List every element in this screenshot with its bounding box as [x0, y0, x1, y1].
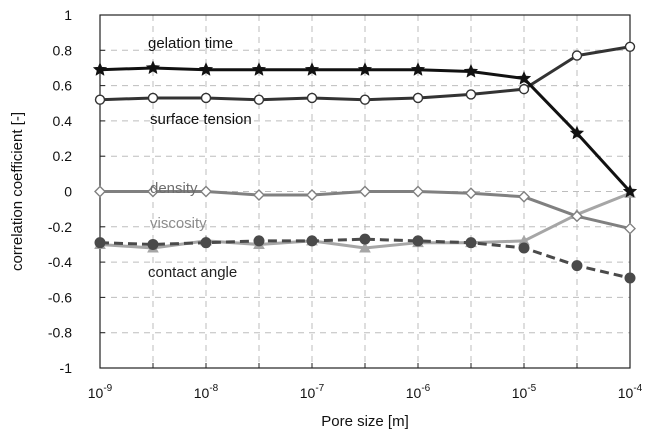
- x-axis-title: Pore size [m]: [321, 413, 409, 430]
- contact-angle-point: [94, 237, 106, 249]
- y-tick-label: 0.8: [53, 42, 73, 58]
- x-tick-label: 10-4: [618, 383, 643, 401]
- y-tick-label: -0.6: [48, 289, 72, 305]
- series-annotations: gelation time surface tension density visco…: [148, 35, 252, 281]
- density-point: [306, 189, 318, 202]
- y-tick-label: 0.2: [53, 148, 73, 164]
- surface-tension-point: [147, 92, 159, 104]
- contact-angle-point: [200, 237, 212, 249]
- density-point: [252, 189, 265, 202]
- y-tick-label: -0.4: [48, 254, 72, 270]
- density-point: [146, 185, 159, 198]
- surface-tension-point: [624, 41, 636, 52]
- label-surface-tension: surface tension: [150, 111, 252, 128]
- density-point: [570, 210, 583, 223]
- surface-tension-point: [253, 94, 265, 105]
- y-axis-title: correlation coefficient [-]: [9, 112, 26, 271]
- label-gelation-time: gelation time: [148, 35, 233, 52]
- gelation-time-point: [622, 183, 638, 198]
- gelation-time-point: [92, 62, 108, 76]
- surface-tension-point: [571, 50, 583, 61]
- contact-angle-point: [359, 233, 371, 245]
- surface-tension-point: [359, 94, 371, 105]
- series-contact-angle: [94, 233, 636, 284]
- surface-tension-point: [518, 83, 530, 95]
- y-tick-label: 0.4: [53, 113, 73, 129]
- contact-angle-point: [412, 235, 424, 247]
- x-tick-label: 10-9: [88, 383, 113, 401]
- viscosity-point: [359, 241, 371, 253]
- contact-angle-point: [571, 260, 583, 272]
- x-tick-label: 10-8: [194, 383, 219, 401]
- x-tick-labels: 10-9 10-8 10-7 10-6 10-5 10-4: [88, 383, 643, 401]
- density-point: [358, 185, 371, 198]
- series-density: [94, 185, 636, 235]
- surface-tension-point: [306, 92, 318, 104]
- density-point: [200, 185, 212, 198]
- gelation-time-point: [357, 62, 373, 76]
- label-contact-angle: contact angle: [148, 264, 237, 281]
- gelation-time-point: [516, 70, 532, 85]
- surface-tension-point: [94, 94, 106, 105]
- y-tick-label: 0: [64, 184, 72, 200]
- gelation-time-point: [410, 62, 426, 76]
- density-point: [464, 187, 477, 200]
- y-tick-label: -0.8: [48, 325, 72, 341]
- label-viscosity: viscosity: [150, 215, 207, 232]
- contact-angle-point: [147, 238, 159, 250]
- gelation-time-point: [569, 125, 585, 140]
- y-tick-label: 1: [64, 7, 72, 23]
- y-tick-label: -0.2: [48, 219, 72, 235]
- series-group: [92, 41, 638, 284]
- surface-tension-point: [465, 89, 477, 100]
- density-point: [518, 190, 530, 203]
- gelation-time-point: [251, 62, 267, 76]
- surface-tension-point: [412, 92, 424, 104]
- x-tick-label: 10-7: [300, 383, 325, 401]
- surface-tension-point: [200, 92, 212, 104]
- gelation-time-point: [304, 62, 320, 76]
- density-point: [412, 185, 424, 198]
- contact-angle-point: [306, 235, 318, 247]
- density-point: [624, 222, 636, 235]
- density-point: [94, 185, 106, 198]
- contact-angle-point: [624, 272, 636, 284]
- contact-angle-point: [465, 237, 477, 249]
- x-tick-label: 10-5: [512, 383, 537, 401]
- contact-angle-line: [99, 237, 631, 280]
- y-tick-labels: -1 -0.8 -0.6 -0.4 -0.2 0 0.2 0.4 0.6 0.8 1: [48, 7, 72, 376]
- y-tick-label: -1: [60, 360, 73, 376]
- gelation-time-point: [145, 60, 161, 75]
- label-density: density: [150, 180, 198, 197]
- series-surface-tension: [94, 41, 636, 105]
- contact-angle-point: [518, 242, 530, 254]
- x-tick-label: 10-6: [406, 383, 431, 401]
- gelation-time-point: [463, 63, 479, 78]
- contact-angle-point: [253, 235, 265, 247]
- y-tick-label: 0.6: [53, 78, 73, 94]
- series-gelation-time: [92, 60, 638, 198]
- gelation-time-point: [198, 62, 214, 76]
